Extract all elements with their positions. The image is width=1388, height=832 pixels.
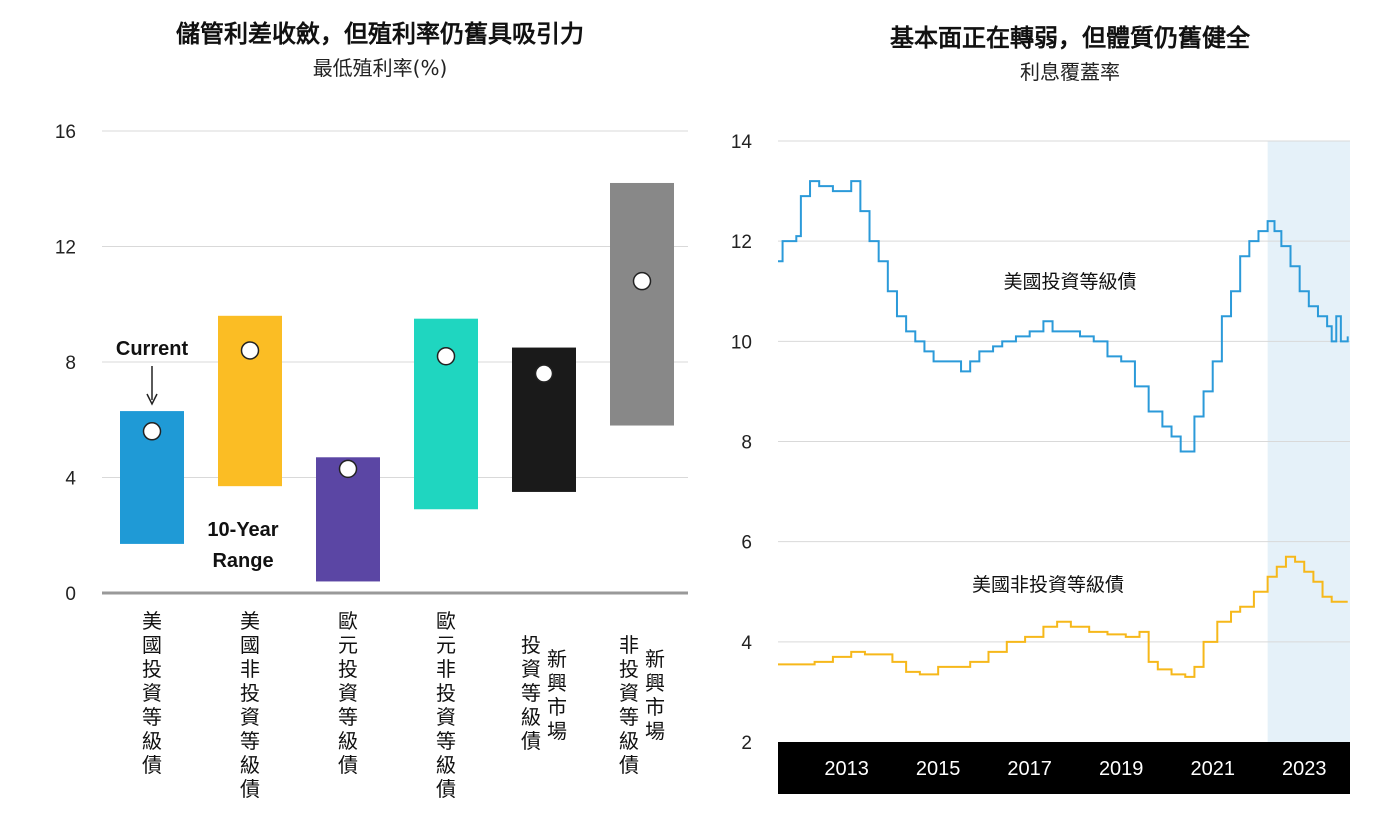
current-marker [338,459,358,479]
category-label: 非投資等級債 [619,633,639,777]
x-tick-label: 2023 [1282,758,1327,780]
right-chart-title: 基本面正在轉弱，但體質仍舊健全 [890,24,1250,52]
right-y-tick-label: 4 [741,633,752,654]
right-y-tick-label: 2 [741,733,752,754]
x-axis-band [778,742,1350,794]
right-y-tick-label: 8 [741,433,752,454]
series-label-ig: 美國投資等級債 [1003,271,1136,293]
category-label: 美國非投資等級債 [240,609,260,801]
category-label: 新興市場 [547,647,567,743]
current-marker [142,422,162,441]
right-y-tick-label: 6 [741,533,752,554]
right-y-tick-label: 14 [731,132,753,153]
range-annotation: Range [212,550,273,572]
category-label: 美國投資等級債 [142,609,162,777]
current-annotation: Current [116,338,189,360]
current-marker [436,346,456,366]
range-annotation: 10-Year [207,519,278,541]
right-y-tick-label: 12 [731,232,752,253]
series-label-hy: 美國非投資等級債 [972,574,1124,596]
x-tick-label: 2019 [1099,758,1144,780]
left-y-tick-label: 16 [55,122,76,143]
current-marker [240,341,260,360]
x-tick-label: 2021 [1190,758,1235,780]
current-marker [534,364,554,383]
ig-interest-coverage-line [778,180,1349,453]
category-label: 歐元非投資等級債 [436,609,456,801]
x-tick-label: 2017 [1007,758,1052,780]
category-label: 投資等級債 [521,633,541,753]
current-marker [632,271,652,291]
right-chart-subtitle: 利息覆蓋率 [1020,60,1120,84]
left-y-tick-label: 4 [65,469,76,490]
left-y-tick-label: 8 [65,353,76,374]
left-chart-title: 儲管利差收斂，但殖利率仍舊具吸引力 [176,20,584,48]
category-label: 新興市場 [645,647,665,743]
x-tick-label: 2013 [824,758,869,780]
range-bar [610,182,674,426]
right-y-tick-label: 10 [731,332,752,353]
left-chart-subtitle: 最低殖利率(%) [312,56,448,80]
left-y-tick-label: 12 [55,238,76,259]
left-y-tick-label: 0 [65,584,76,605]
annotation-arrow-head [146,393,158,406]
hy-interest-coverage-line [778,555,1348,678]
x-tick-label: 2015 [916,758,961,780]
category-label: 歐元投資等級債 [338,609,358,777]
